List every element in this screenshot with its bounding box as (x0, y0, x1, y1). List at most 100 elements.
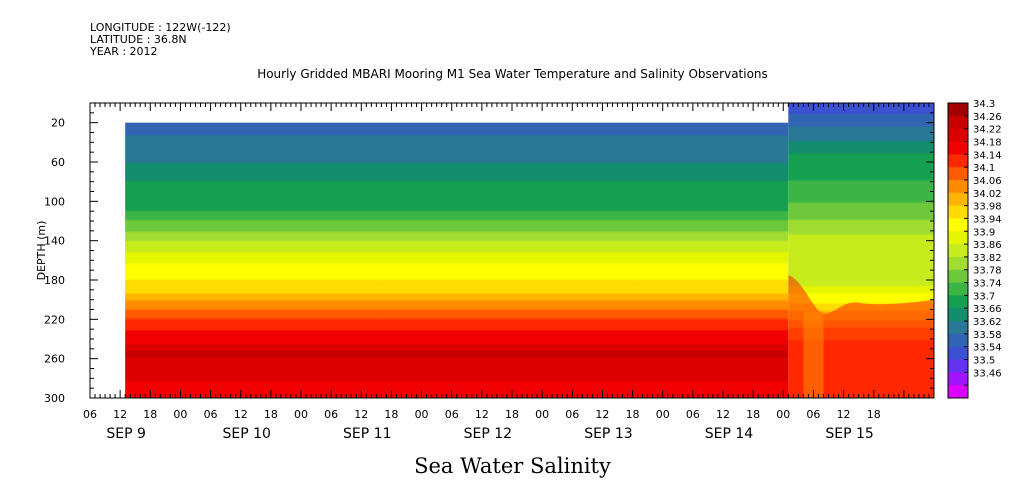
y-tick-label: 180 (44, 274, 65, 287)
x-hour-label: 18 (143, 408, 157, 421)
colorbar-label: 34.22 (973, 125, 1002, 136)
colorbar-label: 33.94 (973, 214, 1002, 225)
x-hour-label: 18 (867, 408, 881, 421)
colorbar-label: 34.3 (973, 99, 995, 110)
colorbar-label: 33.5 (973, 356, 995, 367)
latitude-label: LATITUDE : 36.8N (90, 33, 187, 46)
x-day-label: SEP 14 (705, 426, 754, 442)
x-hour-label: 12 (113, 408, 127, 421)
y-tick-label: 300 (44, 392, 65, 405)
x-hour-label: 06 (565, 408, 579, 421)
colorbar-label: 33.9 (973, 227, 995, 238)
colorbar-swatch (948, 346, 968, 361)
colorbar-label: 33.7 (973, 291, 995, 302)
colorbar-swatch (948, 141, 968, 155)
colorbar-label: 33.82 (973, 253, 1002, 264)
x-hour-label: 06 (445, 408, 459, 421)
colorbar-frame (947, 102, 969, 399)
colorbar-swatch (948, 321, 968, 335)
colorbar-label: 33.58 (973, 330, 1002, 341)
x-hour-label: 12 (475, 408, 489, 421)
colorbar-swatch (948, 372, 968, 386)
plot-area (125, 103, 934, 399)
colorbar-label: 34.06 (973, 176, 1002, 187)
colorbar-swatch (948, 295, 968, 309)
x-hour-label: 06 (324, 408, 338, 421)
x-hour-label: 12 (837, 408, 851, 421)
x-hour-label: 12 (595, 408, 609, 421)
colorbar-swatch (948, 333, 968, 348)
x-day-label: SEP 10 (222, 426, 270, 442)
x-hour-label: 00 (294, 408, 308, 421)
colorbar-label: 34.02 (973, 189, 1002, 200)
colorbar-swatch (948, 282, 968, 296)
x-hour-label: 00 (776, 408, 790, 421)
y-tick-label: 100 (44, 195, 65, 208)
colorbar-label: 34.14 (973, 150, 1002, 161)
salinity-field-steady (125, 122, 789, 399)
colorbar-label: 34.26 (973, 112, 1002, 123)
longitude-label: LONGITUDE : 122W(-122) (90, 21, 231, 34)
sep15-fresh-column (803, 311, 824, 398)
colorbar-swatch (948, 385, 968, 399)
year-label: YEAR : 2012 (90, 45, 158, 58)
colorbar-label: 33.78 (973, 266, 1002, 277)
colorbar-swatch (948, 167, 968, 181)
colorbar-label: 33.86 (973, 240, 1002, 251)
colorbar-swatch (948, 218, 968, 232)
colorbar-label: 33.66 (973, 304, 1002, 315)
x-day-label: SEP 11 (343, 426, 391, 442)
x-hour-label: 00 (173, 408, 187, 421)
x-hour-label: 00 (535, 408, 549, 421)
salinity-depth-time-chart: 20 60 100 140 180 220 260 300 DEPTH (m) 06 12 18 00 0… (35, 99, 1002, 442)
colorbar-swatch (948, 256, 968, 271)
chart-title: Hourly Gridded MBARI Mooring M1 Sea Wate… (257, 67, 768, 81)
y-tick-label: 260 (44, 353, 65, 366)
x-hour-label: 06 (806, 408, 820, 421)
colorbar-swatch (948, 231, 968, 245)
y-tick-label: 60 (51, 156, 65, 169)
y-tick-label: 140 (44, 235, 65, 248)
x-hour-label: 06 (83, 408, 97, 421)
colorbar-swatch (948, 205, 968, 219)
plot-header: LONGITUDE : 122W(-122) LATITUDE : 36.8N … (90, 22, 231, 58)
x-hour-label: 18 (746, 408, 760, 421)
colorbar-label: 33.46 (973, 368, 1002, 379)
x-hour-label: 12 (716, 408, 730, 421)
x-hour-label: 06 (204, 408, 218, 421)
x-day-label: SEP 9 (106, 426, 146, 442)
x-hour-label: 18 (505, 408, 519, 421)
colorbar-swatch (948, 179, 968, 194)
colorbar-label: 33.98 (973, 202, 1002, 213)
colorbar-swatch (948, 103, 968, 117)
colorbar-label: 34.1 (973, 163, 995, 174)
colorbar-swatch (948, 154, 968, 168)
colorbar-swatch (948, 192, 968, 207)
sep15-deep-saline-intrusion (788, 275, 934, 398)
x-hour-label: 12 (354, 408, 368, 421)
colorbar-swatch (948, 308, 968, 322)
x-hour-label: 18 (264, 408, 278, 421)
colorbar-label: 34.18 (973, 137, 1002, 148)
colorbar-swatch (948, 115, 968, 130)
x-day-label: SEP 15 (825, 426, 873, 442)
y-axis-label: DEPTH (m) (35, 221, 48, 281)
colorbar-label: 33.62 (973, 317, 1002, 328)
x-hour-label: 12 (234, 408, 248, 421)
variable-label: Sea Water Salinity (414, 454, 611, 478)
y-tick-label: 220 (44, 313, 65, 326)
x-hour-label: 18 (384, 408, 398, 421)
x-day-label: SEP 13 (584, 426, 632, 442)
colorbar-swatch (948, 244, 968, 258)
y-tick-label: 20 (51, 117, 65, 130)
x-day-label: SEP 12 (464, 426, 512, 442)
colorbar-swatch (948, 128, 968, 142)
x-hour-label: 06 (686, 408, 700, 421)
colorbar-swatch (948, 269, 968, 284)
colorbar-label: 33.74 (973, 279, 1002, 290)
colorbar-label: 33.54 (973, 343, 1002, 354)
x-hour-label: 00 (415, 408, 429, 421)
colorbar-swatch (948, 359, 968, 373)
axes: 20 60 100 140 180 220 260 300 DEPTH (m) 06 12 18 00 0… (35, 102, 935, 442)
